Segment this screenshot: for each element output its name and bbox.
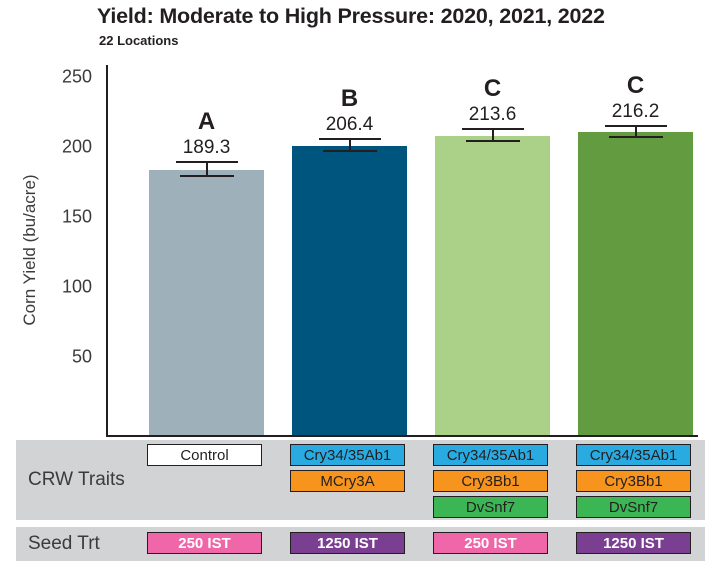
crw-trait-chip: DvSnf7 xyxy=(576,496,691,518)
error-bar-cap-top xyxy=(175,160,238,163)
bar-value-label: 189.3 xyxy=(182,136,231,158)
bar-value-label: 206.4 xyxy=(325,114,374,136)
crw-trait-chip: Cry34/35Ab1 xyxy=(290,444,405,466)
error-bar-cap-bottom xyxy=(608,135,663,138)
significance-letter: C xyxy=(626,71,645,99)
bar-1 xyxy=(149,169,264,435)
seed-trt-chip: 1250 IST xyxy=(576,532,691,554)
seed-trt-chip: 1250 IST xyxy=(290,532,405,554)
seed-trt-row-label: Seed Trt xyxy=(28,533,100,554)
crw-trait-chip: DvSnf7 xyxy=(433,496,548,518)
error-bar-cap-top xyxy=(318,138,381,141)
y-axis-ticks: 50 100 150 200 250 xyxy=(0,65,100,435)
y-tick-label: 250 xyxy=(61,66,92,87)
error-bar-line xyxy=(634,126,637,138)
y-tick-label: 200 xyxy=(61,136,92,157)
bar-value-label: 213.6 xyxy=(468,104,517,126)
significance-letter: A xyxy=(197,107,216,135)
y-tick-label: 100 xyxy=(61,276,92,297)
error-bar-line xyxy=(205,162,208,177)
error-bar-cap-bottom xyxy=(322,149,377,152)
error-bar-line xyxy=(491,130,494,142)
significance-letter: C xyxy=(483,75,502,103)
significance-letter: B xyxy=(340,85,359,113)
bar-3 xyxy=(435,135,550,435)
bar-4 xyxy=(578,132,693,435)
y-tick-label: 150 xyxy=(61,206,92,227)
y-tick-label: 50 xyxy=(71,346,92,367)
crw-traits-row-label: CRW Traits xyxy=(28,469,125,490)
crw-trait-chip: Control xyxy=(147,444,262,466)
error-bar-cap-top xyxy=(461,128,524,131)
error-bar-cap-top xyxy=(604,124,667,127)
bar-group-2: 206.4 B xyxy=(292,65,407,435)
crw-trait-chip: Cry34/35Ab1 xyxy=(576,444,691,466)
bar-2 xyxy=(292,146,407,435)
bar-group-3: 213.6 C xyxy=(435,65,550,435)
seed-trt-chip: 250 IST xyxy=(433,532,548,554)
crw-trait-chip: Cry3Bb1 xyxy=(576,470,691,492)
bar-value-label: 216.2 xyxy=(611,100,660,122)
error-bar-cap-bottom xyxy=(465,139,520,142)
seed-trt-chip: 250 IST xyxy=(147,532,262,554)
chart-title: Yield: Moderate to High Pressure: 2020, … xyxy=(97,4,605,28)
error-bar-cap-bottom xyxy=(179,174,234,177)
chart-subtitle: 22 Locations xyxy=(99,33,179,48)
crw-trait-chip: Cry34/35Ab1 xyxy=(433,444,548,466)
crw-trait-chip: Cry3Bb1 xyxy=(433,470,548,492)
bar-group-1: 189.3 A xyxy=(149,65,264,435)
bar-group-4: 216.2 C xyxy=(578,65,693,435)
crw-trait-chip: MCry3A xyxy=(290,470,405,492)
error-bar-line xyxy=(348,140,351,152)
plot-area: 189.3 A 206.4 B 213.6 C 216.2 C xyxy=(106,65,698,437)
